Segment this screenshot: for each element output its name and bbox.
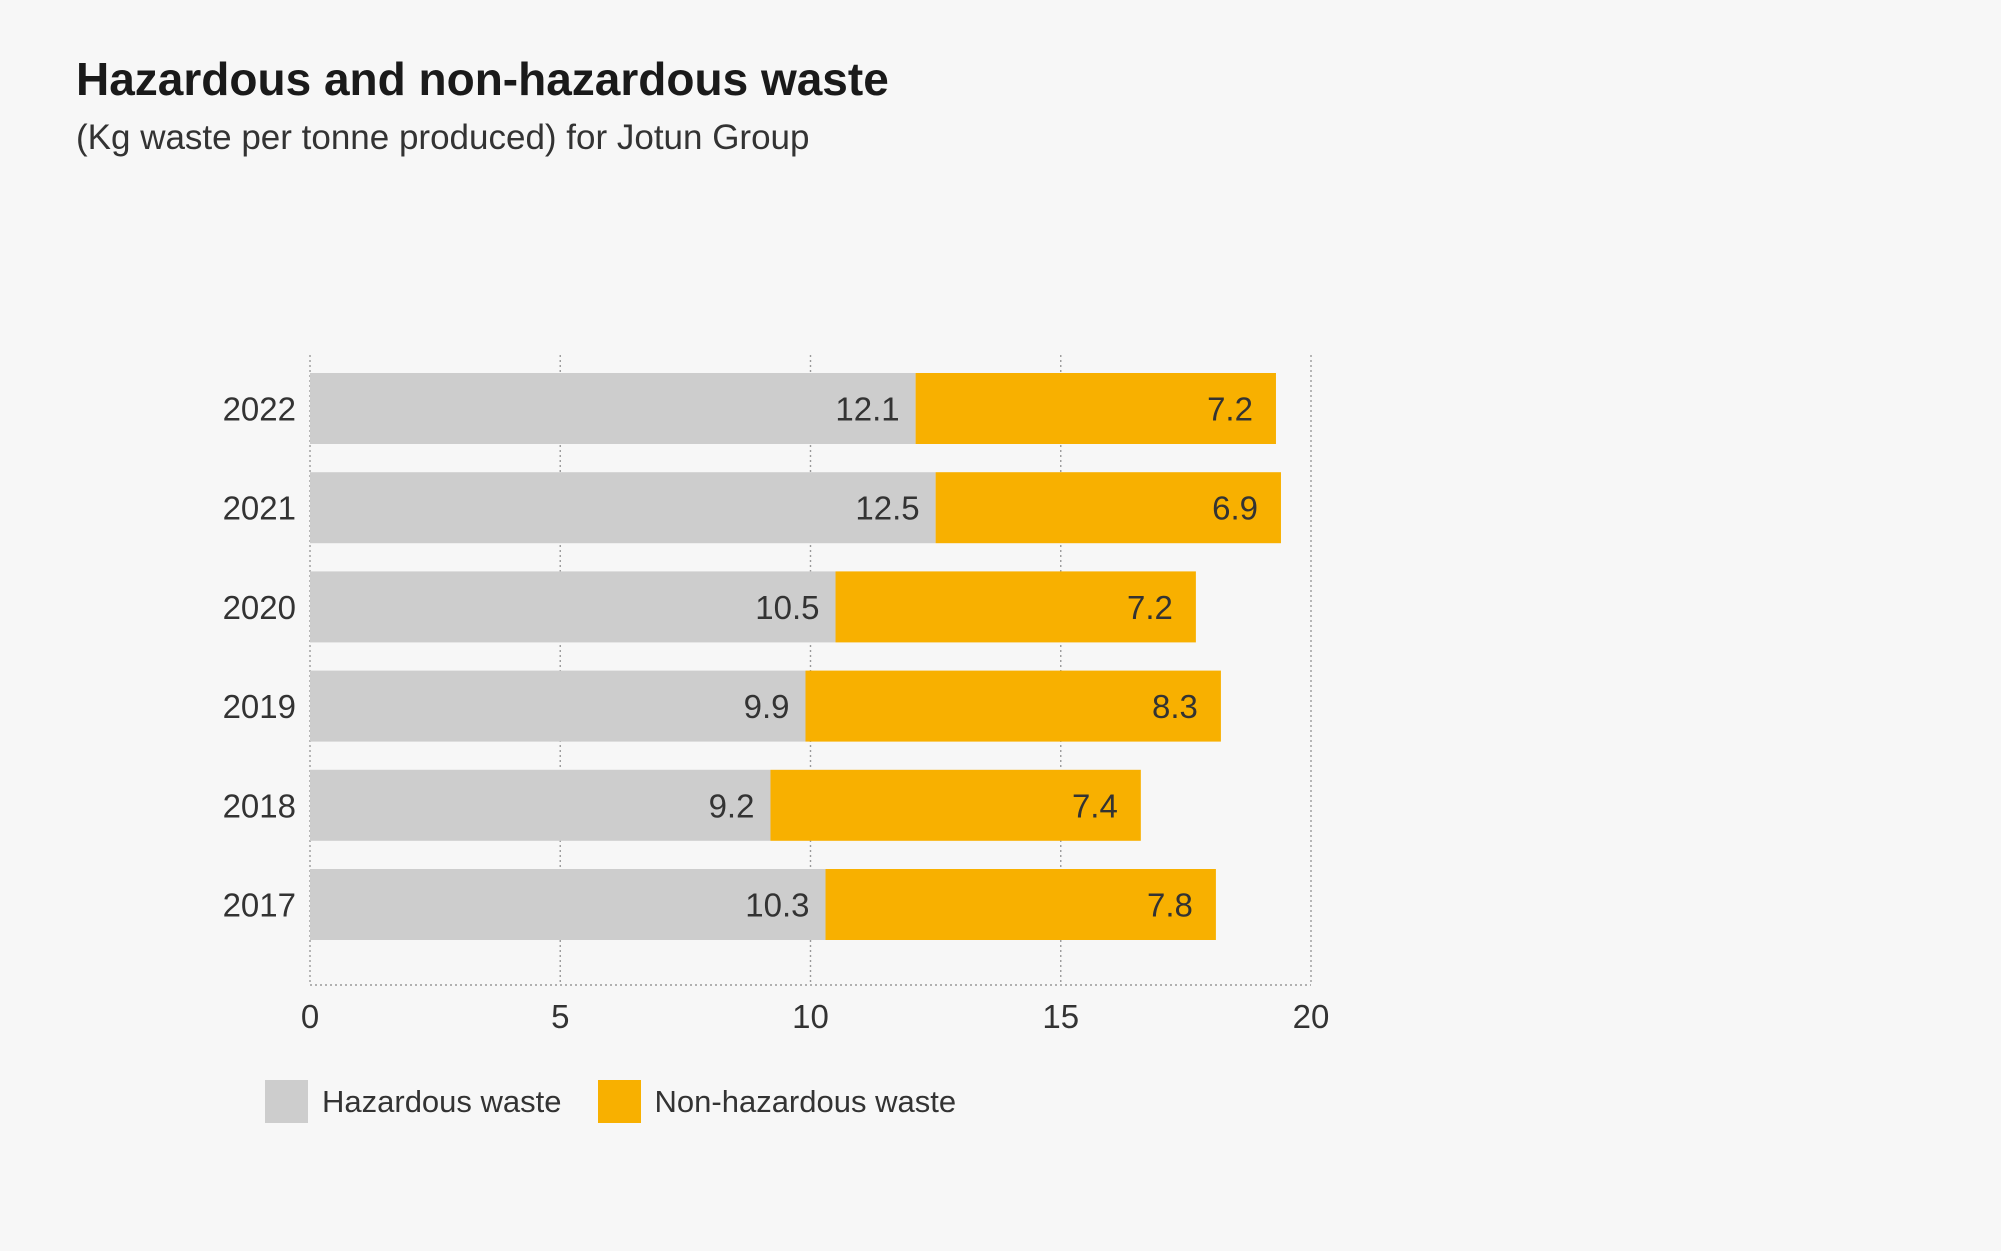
legend-item-hazardous: Hazardous waste bbox=[265, 1080, 562, 1123]
data-label-nonhazardous: 7.4 bbox=[1072, 787, 1118, 824]
legend-label-nonhazardous: Non-hazardous waste bbox=[654, 1083, 957, 1119]
y-tick-label: 2021 bbox=[223, 490, 296, 527]
legend-item-nonhazardous: Non-hazardous waste bbox=[597, 1080, 957, 1123]
chart-subtitle: (Kg waste per tonne produced) for Jotun … bbox=[76, 118, 810, 157]
y-tick-label: 2017 bbox=[223, 887, 296, 924]
legend: Hazardous waste Non-hazardous waste bbox=[265, 1080, 992, 1123]
data-label-hazardous: 10.5 bbox=[755, 589, 819, 626]
x-tick-label: 10 bbox=[792, 998, 829, 1035]
bar-nonhazardous bbox=[915, 373, 1276, 444]
y-tick-label: 2018 bbox=[223, 787, 296, 824]
x-tick-label: 15 bbox=[1042, 998, 1079, 1035]
y-tick-label: 2022 bbox=[223, 391, 296, 428]
data-label-nonhazardous: 7.2 bbox=[1207, 391, 1253, 428]
bar-hazardous bbox=[310, 670, 806, 742]
x-tick-label: 0 bbox=[301, 998, 319, 1035]
bar-nonhazardous bbox=[835, 571, 1196, 643]
x-tick-label: 5 bbox=[551, 998, 569, 1035]
data-label-nonhazardous: 7.2 bbox=[1127, 589, 1173, 626]
data-label-hazardous: 9.9 bbox=[744, 688, 790, 725]
chart-title: Hazardous and non-hazardous waste bbox=[76, 53, 889, 105]
y-tick-label: 2019 bbox=[223, 688, 296, 725]
bar-nonhazardous bbox=[825, 869, 1216, 940]
bar-nonhazardous bbox=[805, 670, 1221, 742]
bar-nonhazardous bbox=[935, 472, 1281, 544]
bar-hazardous bbox=[310, 472, 936, 544]
bar-hazardous bbox=[310, 373, 916, 444]
bar-hazardous bbox=[310, 869, 826, 940]
legend-swatch-nonhazardous bbox=[597, 1080, 641, 1123]
y-tick-label: 2020 bbox=[223, 589, 296, 626]
data-label-hazardous: 12.1 bbox=[835, 391, 899, 428]
data-label-nonhazardous: 8.3 bbox=[1152, 688, 1198, 725]
x-tick-label: 20 bbox=[1293, 998, 1330, 1035]
data-label-hazardous: 9.2 bbox=[709, 787, 755, 824]
data-label-nonhazardous: 6.9 bbox=[1212, 490, 1258, 527]
legend-swatch-hazardous bbox=[265, 1080, 308, 1123]
bar-hazardous bbox=[310, 769, 771, 841]
legend-label-hazardous: Hazardous waste bbox=[322, 1083, 562, 1119]
data-label-nonhazardous: 7.8 bbox=[1147, 887, 1193, 924]
data-label-hazardous: 10.3 bbox=[745, 887, 809, 924]
bar-hazardous bbox=[310, 571, 836, 643]
bar-nonhazardous bbox=[770, 769, 1141, 841]
data-label-hazardous: 12.5 bbox=[855, 490, 919, 527]
